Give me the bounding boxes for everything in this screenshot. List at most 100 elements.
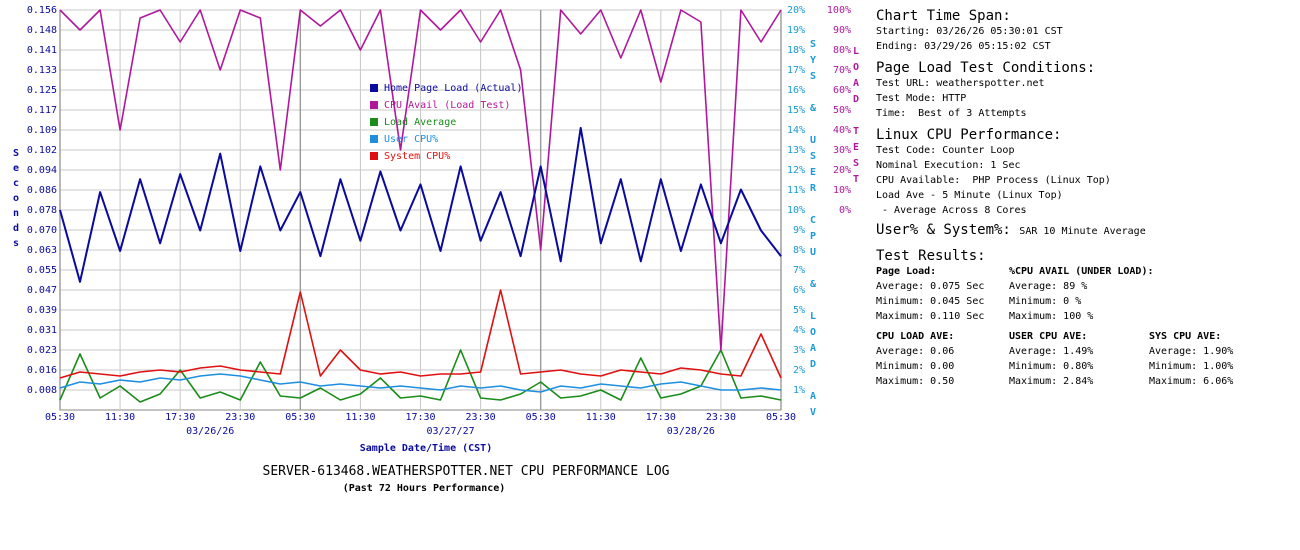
y-right-cpu-title: Y xyxy=(810,55,816,66)
y-right-cpu-tick: 2% xyxy=(793,365,805,376)
series-line xyxy=(59,126,782,283)
load-ave-min: Minimum: 0.00 xyxy=(876,361,955,372)
user-cpu-avg: Average: 1.49% xyxy=(1009,346,1094,357)
y-left-tick: 0.063 xyxy=(27,245,57,256)
y-right-loadtest-tick: 20% xyxy=(833,165,851,176)
y-right-cpu-tick: 8% xyxy=(793,245,805,256)
series-line xyxy=(59,349,782,403)
y-right-cpu-tick: 18% xyxy=(787,45,805,56)
y-left-title: S xyxy=(13,148,19,159)
y-right-cpu-title: S xyxy=(810,151,816,162)
x-tick: 05:30 xyxy=(285,412,315,423)
y-right-cpu-title: R xyxy=(810,183,817,194)
y-left-title: c xyxy=(13,178,19,189)
y-right-cpu-tick: 7% xyxy=(793,265,805,276)
y-left-tick: 0.070 xyxy=(27,225,57,236)
y-right-loadtest-tick: 70% xyxy=(833,65,851,76)
y-right-cpu-tick: 1% xyxy=(793,385,805,396)
user-system-row: User% & System%: SAR 10 Minute Average xyxy=(876,222,1296,240)
x-axis-label: Sample Date/Time (CST) xyxy=(360,442,492,454)
chart-subtitle: (Past 72 Hours Performance) xyxy=(343,483,506,494)
y-right-loadtest-title: E xyxy=(853,142,859,153)
x-tick: 17:30 xyxy=(646,412,676,423)
cpu-avail-avg: Average: 89 % xyxy=(1009,281,1088,292)
y-left-tick: 0.078 xyxy=(27,205,57,216)
page-load-conditions-title: Page Load Test Conditions: xyxy=(876,60,1096,76)
user-cpu-min: Minimum: 0.80% xyxy=(1009,361,1094,372)
y-left-title: d xyxy=(13,223,19,234)
x-tick: 11:30 xyxy=(105,412,135,423)
x-tick: 17:30 xyxy=(405,412,435,423)
y-left-title: n xyxy=(13,208,19,219)
y-right-cpu-tick: 12% xyxy=(787,165,805,176)
x-tick: 23:30 xyxy=(466,412,496,423)
y-right-cpu-title: V xyxy=(810,407,816,418)
x-tick: 23:30 xyxy=(706,412,736,423)
cores-note: - Average Across 8 Cores xyxy=(876,205,1027,216)
test-results-title: Test Results: xyxy=(876,248,986,264)
y-right-loadtest-tick: 40% xyxy=(833,125,851,136)
y-left-title: o xyxy=(13,193,19,204)
span-start: Starting: 03/26/26 05:30:01 CST xyxy=(876,26,1063,37)
test-code: Test Code: Counter Loop xyxy=(876,145,1015,156)
user-cpu-head: USER CPU AVE: xyxy=(1009,331,1088,342)
y-right-loadtest-title: L xyxy=(853,46,859,57)
y-right-loadtest-tick: 80% xyxy=(833,45,851,56)
test-mode: Test Mode: HTTP xyxy=(876,93,967,104)
y-right-cpu-tick: 17% xyxy=(787,65,805,76)
y-left-tick: 0.141 xyxy=(27,45,57,56)
y-right-cpu-tick: 6% xyxy=(793,285,805,296)
cpu-performance-chart: 0.156 0.148 0.141 0.133 0.125 0.117 0.109 0.102… xyxy=(13,5,859,494)
y-left-tick: 0.133 xyxy=(27,65,57,76)
x-tick: 05:30 xyxy=(45,412,75,423)
grid xyxy=(59,9,782,410)
y-right-loadtest-title: T xyxy=(853,174,859,185)
cpu-avail-head: %CPU AVAIL (UNDER LOAD): xyxy=(1009,266,1154,277)
user-cpu-max: Maximum: 2.84% xyxy=(1009,376,1094,387)
user-system-desc: SAR 10 Minute Average xyxy=(1019,226,1146,237)
cpu-available: CPU Available: PHP Process (Linux Top) xyxy=(876,175,1111,186)
page-load-min: Minimum: 0.045 Sec xyxy=(876,296,985,307)
y-right-loadtest-title: A xyxy=(853,78,859,89)
y-right-loadtest-tick: 60% xyxy=(833,85,851,96)
y-right-cpu-tick: 11% xyxy=(787,185,805,196)
y-left-tick: 0.016 xyxy=(27,365,57,376)
legend-label: Home Page Load (Actual) xyxy=(384,83,522,94)
y-right-cpu-title: U xyxy=(810,247,816,258)
y-right-loadtest-tick: 10% xyxy=(833,185,851,196)
y-left-tick: 0.148 xyxy=(27,25,57,36)
chart-title: SERVER-613468.WEATHERSPOTTER.NET CPU PER… xyxy=(263,464,670,479)
y-left-title: s xyxy=(13,238,19,249)
span-title: Chart Time Span: xyxy=(876,8,1011,24)
x-tick: 11:30 xyxy=(345,412,375,423)
series-line xyxy=(59,289,782,379)
y-right-cpu-tick: 14% xyxy=(787,125,805,136)
user-system-title: User% & System%: xyxy=(876,222,1011,238)
sys-cpu-head: SYS CPU AVE: xyxy=(1149,331,1222,342)
legend-swatch xyxy=(370,101,378,109)
load-ave-max: Maximum: 0.50 xyxy=(876,376,955,387)
y-left-title: e xyxy=(13,163,19,174)
y-left-tick: 0.109 xyxy=(27,125,57,136)
y-left-tick: 0.031 xyxy=(27,325,57,336)
y-right-cpu-tick: 5% xyxy=(793,305,805,316)
legend-swatch xyxy=(370,152,378,160)
nominal-execution: Nominal Execution: 1 Sec xyxy=(876,160,1021,171)
y-right-loadtest-tick: 100% xyxy=(827,5,851,16)
legend-swatch xyxy=(370,135,378,143)
sys-cpu-min: Minimum: 1.00% xyxy=(1149,361,1234,372)
y-right-cpu-title: & xyxy=(810,279,817,290)
x-tick: 05:30 xyxy=(766,412,796,423)
y-right-loadtest-tick: 50% xyxy=(833,105,851,116)
y-right-cpu-title: L xyxy=(810,311,816,322)
y-right-cpu-title: & xyxy=(810,103,817,114)
legend-label: System CPU% xyxy=(384,151,450,162)
y-left-tick: 0.094 xyxy=(27,165,57,176)
y-right-loadtest-tick: 30% xyxy=(833,145,851,156)
page-load-avg: Average: 0.075 Sec xyxy=(876,281,985,292)
sys-cpu-avg: Average: 1.90% xyxy=(1149,346,1234,357)
x-tick: 05:30 xyxy=(526,412,556,423)
y-left-tick: 0.117 xyxy=(27,105,57,116)
y-right-cpu-title: S xyxy=(810,71,816,82)
y-left-tick: 0.039 xyxy=(27,305,57,316)
